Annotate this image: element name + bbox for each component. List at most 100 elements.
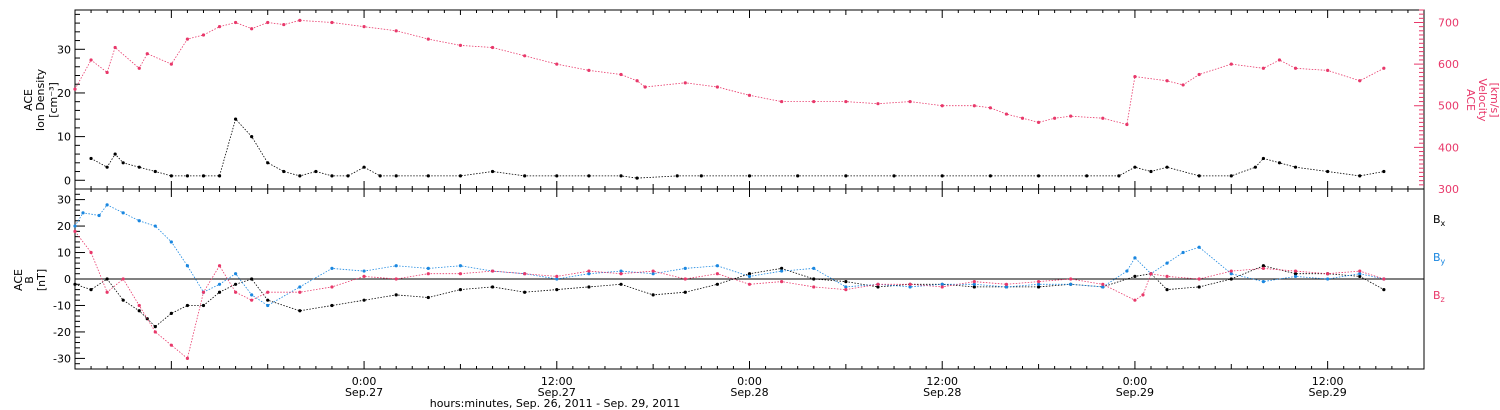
velocity-point [908, 99, 912, 104]
velocity-point [1004, 112, 1009, 116]
velocity-point [1165, 79, 1169, 83]
x-tick-date-label: Sep.27 [345, 386, 383, 399]
x-tick-date-label: Sep.29 [1309, 386, 1347, 399]
density-axis-label-line2: Ion Density [34, 68, 47, 131]
by-point [780, 269, 784, 273]
bz-point [490, 269, 495, 273]
bx-point [619, 282, 623, 286]
bz-point [683, 277, 687, 281]
velocity-axis-label-line1: ACE [1464, 89, 1477, 111]
by-point [1036, 282, 1041, 286]
y-tick-label: 30 [57, 194, 71, 207]
x-tick-time-label: 0:00 [737, 375, 762, 388]
velocity-point [619, 72, 623, 77]
velocity-tick-labels: 300 400 500 600 700 [1438, 16, 1459, 196]
by-point [426, 266, 430, 271]
density-point [587, 174, 591, 178]
density-point [89, 156, 93, 161]
by-point [97, 213, 101, 218]
top-panel-ticks [74, 9, 1425, 190]
velocity-axis-label-line3: [km/s] [1488, 82, 1500, 117]
velocity-point [1293, 66, 1298, 70]
bz-point [458, 272, 463, 276]
bx-point [715, 282, 719, 286]
by-point [619, 269, 623, 273]
b-tick-labels: -30 -20 -10 0 10 20 30 [53, 194, 71, 366]
velocity-point [145, 52, 149, 56]
velocity-point [217, 25, 222, 29]
b-axis-label-line3: [nT] [35, 269, 48, 291]
density-point [201, 174, 206, 178]
x-tick-labels: 0:00Sep.2712:00Sep.270:00Sep.2812:00Sep.… [345, 375, 1347, 399]
legend-bx: Bx [1433, 213, 1446, 228]
velocity-point [1125, 122, 1129, 127]
density-point [1036, 174, 1041, 178]
density-point [458, 174, 463, 178]
by-point [555, 277, 559, 281]
bx-point [523, 290, 527, 294]
legend-bx-sub: x [1441, 219, 1446, 228]
y-tick-label: 700 [1438, 16, 1459, 29]
density-point [1253, 165, 1257, 169]
bx-series [73, 264, 1386, 329]
density-point [1165, 165, 1169, 169]
velocity-point [523, 54, 527, 58]
velocity-point [266, 20, 270, 25]
legend-by-base: B [1433, 251, 1441, 264]
density-point [217, 174, 222, 178]
x-tick-time-label: 12:00 [1312, 375, 1344, 388]
velocity-point [587, 68, 591, 72]
by-point [715, 264, 719, 268]
density-point [988, 174, 992, 178]
bz-point [1004, 282, 1009, 286]
by-point [908, 285, 912, 289]
bx-point [1261, 264, 1266, 268]
velocity-point [1382, 66, 1386, 70]
velocity-point [1036, 120, 1041, 124]
legend: Bx By Bz [1433, 213, 1446, 304]
bx-point [73, 282, 77, 286]
legend-bz: Bz [1433, 289, 1445, 304]
by-point [1261, 280, 1266, 284]
bottom-panel-ticks [74, 188, 1425, 370]
bz-point [747, 282, 752, 286]
density-point [1382, 169, 1386, 174]
density-point [233, 117, 238, 121]
bx-point [490, 285, 495, 289]
density-point [1085, 174, 1089, 178]
x-tick-time-label: 12:00 [926, 375, 958, 388]
density-point [1197, 174, 1201, 178]
bz-point [250, 298, 254, 302]
by-series [73, 203, 1386, 308]
b-axis-label-line2: B [23, 276, 36, 284]
legend-by: By [1433, 251, 1446, 266]
bx-point [683, 290, 687, 294]
density-point [362, 165, 366, 169]
bx-point [330, 303, 334, 308]
y-tick-label: -10 [53, 299, 71, 312]
x-tick-date-label: Sep.28 [730, 386, 768, 399]
bz-point [73, 229, 77, 233]
velocity-point [988, 106, 992, 110]
bz-point [1382, 277, 1386, 281]
bz-series [73, 229, 1386, 361]
bx-point [876, 285, 880, 289]
velocity-point [940, 104, 944, 108]
density-point [940, 174, 944, 178]
velocity-series [73, 18, 1386, 127]
legend-bz-sub: z [1441, 295, 1445, 304]
velocity-point [1133, 75, 1137, 79]
velocity-point [298, 18, 302, 23]
bx-trace [74, 265, 1385, 328]
velocity-point [201, 33, 206, 37]
y-tick-label: 20 [57, 87, 71, 100]
bx-point [1293, 272, 1298, 276]
y-tick-label: -30 [53, 352, 71, 365]
legend-by-sub: y [1441, 257, 1446, 266]
x-axis-title: hours:minutes, Sep. 26, 2011 - Sep. 29, … [430, 397, 681, 410]
density-point [314, 169, 318, 174]
bz-point [619, 272, 623, 276]
velocity-point [1229, 62, 1233, 66]
y-tick-label: -20 [53, 326, 71, 339]
